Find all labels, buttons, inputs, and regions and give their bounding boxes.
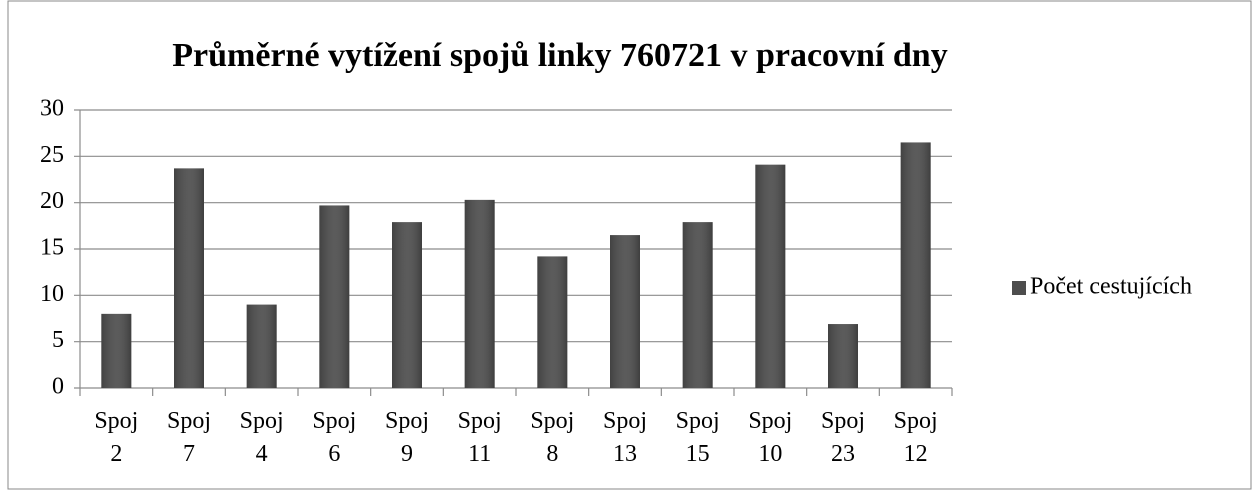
x-tick-label: Spoj 13 — [603, 408, 647, 467]
x-tick-label: Spoj 10 — [748, 408, 792, 467]
x-tick-label: Spoj 2 — [94, 408, 138, 467]
x-tick-label: Spoj 6 — [312, 408, 356, 467]
x-tick-label: Spoj 9 — [385, 408, 429, 467]
bar-shade — [319, 205, 350, 388]
x-tick-label: Spoj 7 — [167, 408, 211, 467]
bar-shade — [828, 324, 858, 388]
legend-label: Počet cestujících — [1030, 274, 1192, 300]
y-tick-label: 15 — [40, 235, 64, 261]
bar-shade — [101, 313, 132, 388]
y-tick-label: 25 — [40, 142, 64, 168]
bar-shade — [610, 235, 640, 388]
bar-shade — [900, 142, 931, 388]
bar-shade — [682, 222, 713, 388]
x-tick-label: Spoj 4 — [240, 408, 284, 467]
x-tick-label: Spoj 11 — [458, 408, 502, 467]
y-tick-label: 10 — [40, 281, 64, 307]
y-tick-label: 5 — [52, 327, 64, 353]
bar-shade — [537, 256, 568, 388]
bar-shade — [174, 168, 204, 388]
y-tick-label: 20 — [40, 188, 64, 214]
bar-shade — [464, 199, 495, 388]
x-tick-label: Spoj 15 — [676, 408, 720, 467]
bar-shade — [246, 304, 277, 388]
x-tick-label: Spoj 8 — [530, 408, 574, 467]
bar-shade — [755, 164, 786, 388]
x-tick-label: Spoj 23 — [821, 408, 865, 467]
bar-shade — [392, 222, 422, 388]
legend-swatch — [1012, 281, 1026, 295]
chart-title: Průměrné vytížení spojů linky 760721 v p… — [172, 37, 947, 74]
y-tick-label: 30 — [40, 96, 64, 122]
y-tick-label: 0 — [52, 374, 64, 400]
x-tick-label: Spoj 12 — [894, 408, 938, 467]
